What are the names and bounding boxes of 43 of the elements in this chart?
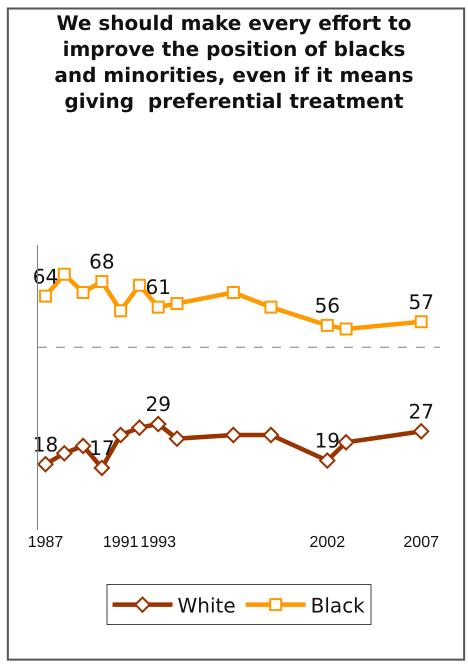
point: [131, 420, 148, 436]
point: [340, 322, 353, 336]
point: [226, 286, 240, 299]
point: [264, 300, 278, 314]
point: [150, 416, 166, 432]
data-label: 29: [145, 392, 171, 416]
data-label: 57: [408, 290, 434, 314]
point: [58, 268, 71, 281]
point: [56, 445, 72, 462]
point: [76, 286, 90, 299]
point: [112, 426, 129, 444]
point: [132, 278, 146, 292]
data-label: 19: [314, 428, 340, 453]
point: [338, 434, 354, 450]
point: [320, 318, 334, 332]
point: [170, 296, 184, 310]
x-tick-label: 1993: [140, 534, 176, 551]
point: [114, 304, 128, 318]
point: [94, 460, 110, 476]
data-label: 27: [408, 399, 434, 424]
point: [95, 275, 108, 288]
point: [262, 426, 280, 444]
legend-label: White: [178, 593, 236, 618]
point: [319, 452, 336, 469]
x-tick-label: 1987: [28, 534, 64, 551]
point: [39, 290, 52, 303]
point: [168, 430, 186, 447]
chart-title: We should make every effort to improve the position of blacks and minorities, even if it means giving preferential treatment: [54, 11, 414, 114]
x-tick-label: 2002: [309, 534, 346, 551]
point: [152, 300, 165, 314]
point: [225, 426, 242, 444]
data-label: 18: [32, 432, 58, 456]
data-label: 61: [145, 275, 171, 300]
data-label: 56: [314, 294, 340, 318]
legend-label: Black: [310, 593, 366, 618]
x-tick-label: 2007: [403, 534, 440, 551]
point: [413, 423, 430, 440]
data-label: 68: [89, 250, 115, 274]
data-label: 64: [32, 264, 58, 288]
point: [414, 315, 428, 328]
point: [37, 456, 54, 472]
point: [74, 438, 92, 454]
x-tick-label: 1991: [102, 534, 139, 551]
